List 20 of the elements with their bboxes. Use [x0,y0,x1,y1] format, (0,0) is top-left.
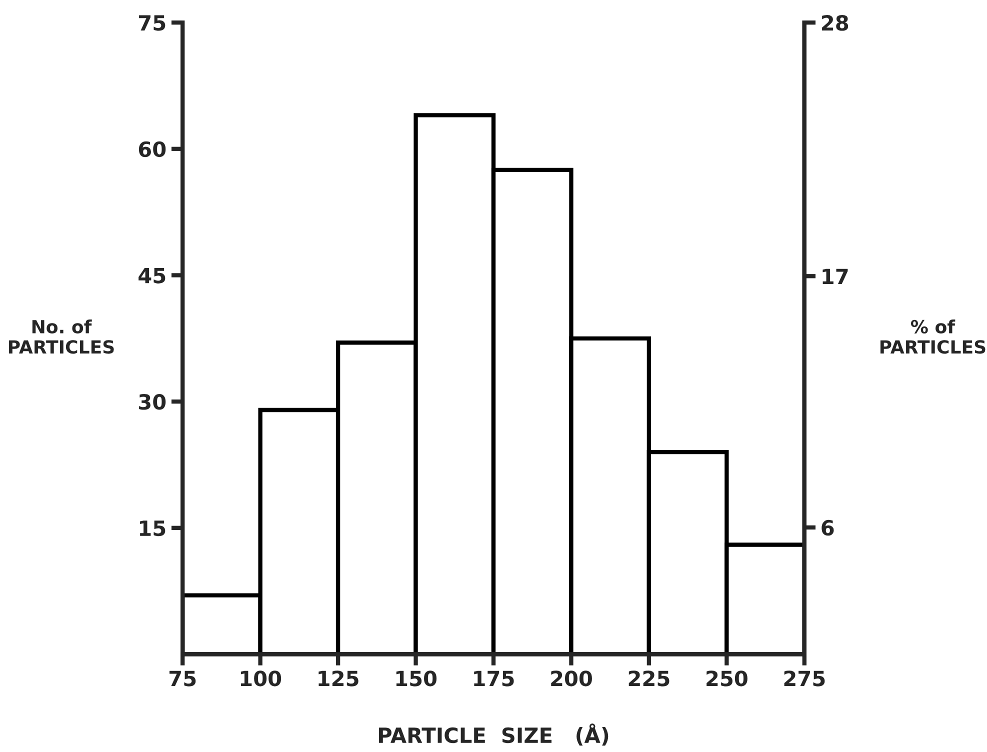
x-axis-title: PARTICLE SIZE (Å) [378,724,608,746]
x-tick-label: 250 [706,670,748,686]
x-tick-label: 225 [628,670,670,686]
y2-tick-label: 6 [822,520,834,536]
y-tick-label: 15 [140,520,166,536]
y2-tick-label: 17 [822,268,848,284]
x-tick-label: 175 [474,670,514,686]
y2-tick-label: 28 [822,15,848,31]
x-tick-label: 150 [396,670,437,686]
x-tick-label: 200 [551,670,592,686]
y-tick-label: 30 [139,394,166,410]
y2-axis-title: % of PARTICLES [880,320,986,354]
y-tick-label: 75 [139,15,166,31]
y-tick-label: 60 [138,141,166,158]
x-tick-label: 75 [169,670,196,686]
y-axis-title: No. of PARTICLES [9,320,114,354]
x-tick-label: 125 [318,670,358,686]
x-tick-label: 100 [240,670,282,686]
y-tick-label: 45 [138,268,166,284]
x-tick-label: 275 [784,670,825,686]
